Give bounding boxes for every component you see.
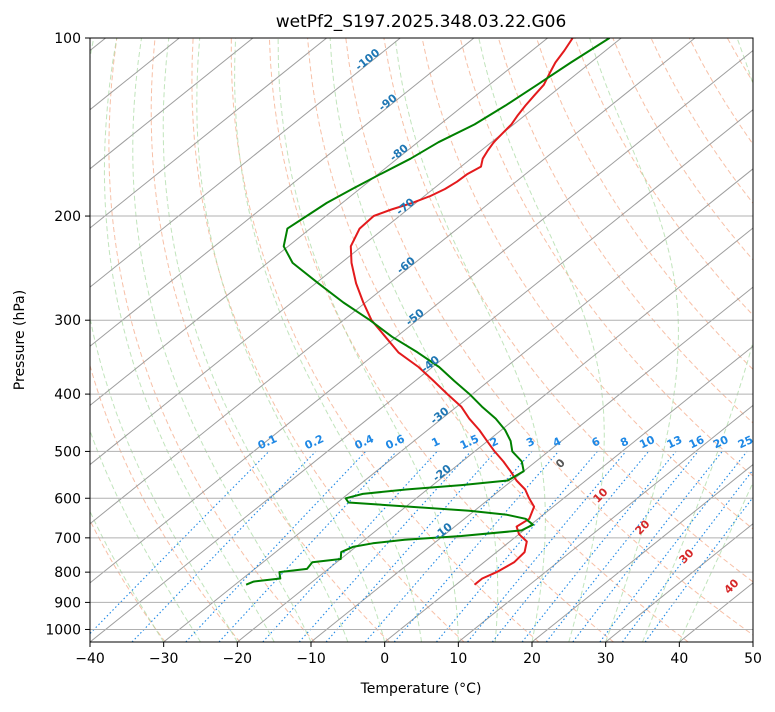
y-tick-label: 300 — [54, 313, 81, 329]
y-tick-label: 500 — [54, 444, 81, 460]
x-tick-label: 20 — [523, 651, 541, 667]
x-tick-label: 0 — [380, 651, 389, 667]
y-tick-label: 600 — [54, 491, 81, 507]
x-tick-label: 10 — [449, 651, 467, 667]
y-tick-label: 900 — [54, 595, 81, 611]
x-tick-label: 50 — [744, 651, 762, 667]
x-axis-label: Temperature (°C) — [360, 681, 482, 697]
y-tick-label: 700 — [54, 531, 81, 547]
x-tick-label: −30 — [149, 651, 179, 667]
x-tick-label: −10 — [296, 651, 326, 667]
chart-title: wetPf2_S197.2025.348.03.22.G06 — [276, 12, 567, 32]
x-tick-label: −20 — [223, 651, 253, 667]
x-tick-label: 40 — [670, 651, 688, 667]
x-tick-label: 30 — [597, 651, 615, 667]
x-tick-label: −40 — [75, 651, 105, 667]
y-tick-label: 400 — [54, 387, 81, 403]
y-tick-label: 1000 — [45, 622, 81, 638]
y-axis-label: Pressure (hPa) — [12, 290, 28, 390]
y-tick-label: 200 — [54, 209, 81, 225]
y-tick-label: 100 — [54, 31, 81, 47]
plot-area — [90, 38, 753, 642]
y-tick-label: 800 — [54, 565, 81, 581]
